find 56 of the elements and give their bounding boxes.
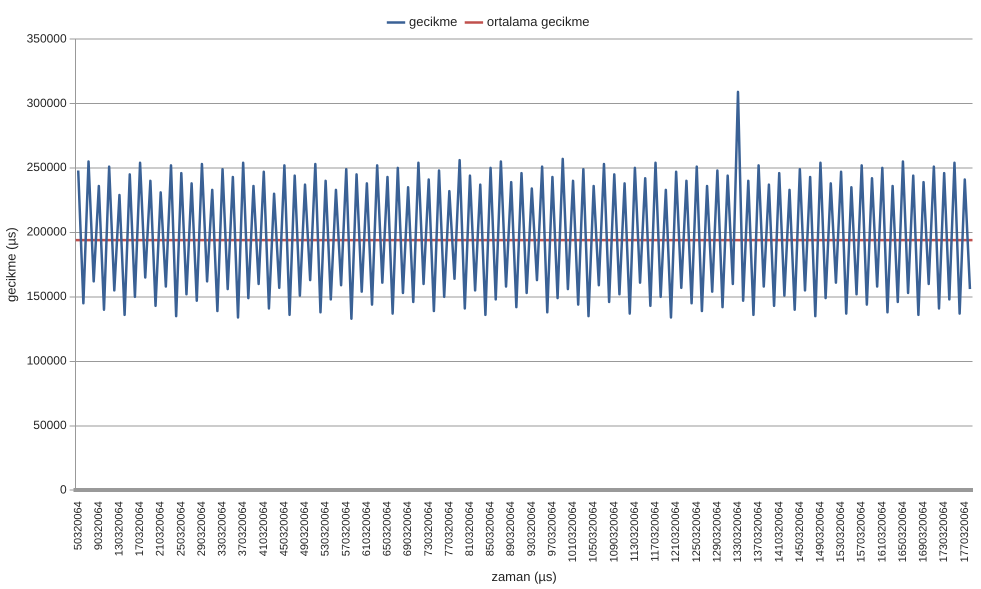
x-tick-label: 130320064 xyxy=(113,501,126,556)
x-tick-label: 90320064 xyxy=(92,501,105,550)
x-tick-label: 970320064 xyxy=(546,501,558,556)
x-tick-label: 570320064 xyxy=(340,501,352,556)
x-tick-label: 50320064 xyxy=(72,501,84,550)
y-tick-label: 100000 xyxy=(26,354,67,368)
y-tick-label: 150000 xyxy=(26,289,67,304)
x-tick-label: 170320064 xyxy=(134,501,146,556)
x-tick-label: 850320064 xyxy=(484,501,497,556)
x-tick-label: 1690320064 xyxy=(918,501,930,562)
x-axis-title: zaman (µs) xyxy=(491,568,557,584)
x-tick-label: 1130320064 xyxy=(628,501,641,562)
x-tick-label: 1530320064 xyxy=(835,501,848,562)
y-tick-label: 250000 xyxy=(26,160,67,174)
x-tick-label: 1170320064 xyxy=(650,501,662,562)
x-tick-label: 890320064 xyxy=(505,501,518,556)
x-tick-label: 450320064 xyxy=(278,501,290,556)
x-tick-label: 1290320064 xyxy=(711,501,724,562)
y-tick-label: 200000 xyxy=(26,224,67,239)
legend-label: gecikme xyxy=(409,14,458,30)
x-tick-label: 530320064 xyxy=(320,501,332,556)
legend-label: ortalama gecikme xyxy=(486,14,590,30)
x-tick-label: 1330320064 xyxy=(732,501,744,562)
x-tick-label: 1050320064 xyxy=(588,501,600,562)
x-tick-label: 1610320064 xyxy=(876,501,888,562)
x-tick-label: 770320064 xyxy=(443,501,456,556)
x-tick-label: 1090320064 xyxy=(608,501,620,562)
x-tick-label: 930320064 xyxy=(526,501,538,556)
y-tick-label: 350000 xyxy=(26,31,67,46)
x-tick-label: 1570320064 xyxy=(856,501,868,562)
x-tick-label: 410320064 xyxy=(258,501,270,556)
y-axis-title: gecikme (µs) xyxy=(3,227,18,302)
x-tick-label: 330320064 xyxy=(216,501,229,556)
x-tick-label: 610320064 xyxy=(360,501,373,556)
x-tick-label: 1650320064 xyxy=(896,501,909,562)
y-tick-label: 50000 xyxy=(33,418,67,432)
x-tick-label: 650320064 xyxy=(382,501,394,556)
x-tick-label: 490320064 xyxy=(299,501,312,556)
x-tick-label: 1770320064 xyxy=(958,501,971,562)
x-tick-label: 290320064 xyxy=(196,501,208,556)
x-tick-label: 1450320064 xyxy=(794,501,806,562)
x-tick-label: 1370320064 xyxy=(752,501,765,562)
x-tick-label: 1410320064 xyxy=(773,501,786,562)
x-tick-label: 810320064 xyxy=(464,501,476,556)
y-tick-label: 0 xyxy=(60,482,67,497)
x-tick-label: 370320064 xyxy=(237,501,250,556)
x-tick-label: 1490320064 xyxy=(814,501,826,562)
x-tick-label: 1210320064 xyxy=(670,501,682,562)
x-tick-label: 1010320064 xyxy=(567,501,580,562)
x-tick-label: 1250320064 xyxy=(690,501,703,562)
x-tick-label: 210320064 xyxy=(154,501,167,556)
x-tick-label: 1730320064 xyxy=(938,501,950,562)
x-tick-label: 730320064 xyxy=(422,501,435,556)
x-tick-label: 250320064 xyxy=(175,501,188,556)
x-tick-label: 690320064 xyxy=(402,501,414,556)
y-tick-label: 300000 xyxy=(26,96,67,110)
